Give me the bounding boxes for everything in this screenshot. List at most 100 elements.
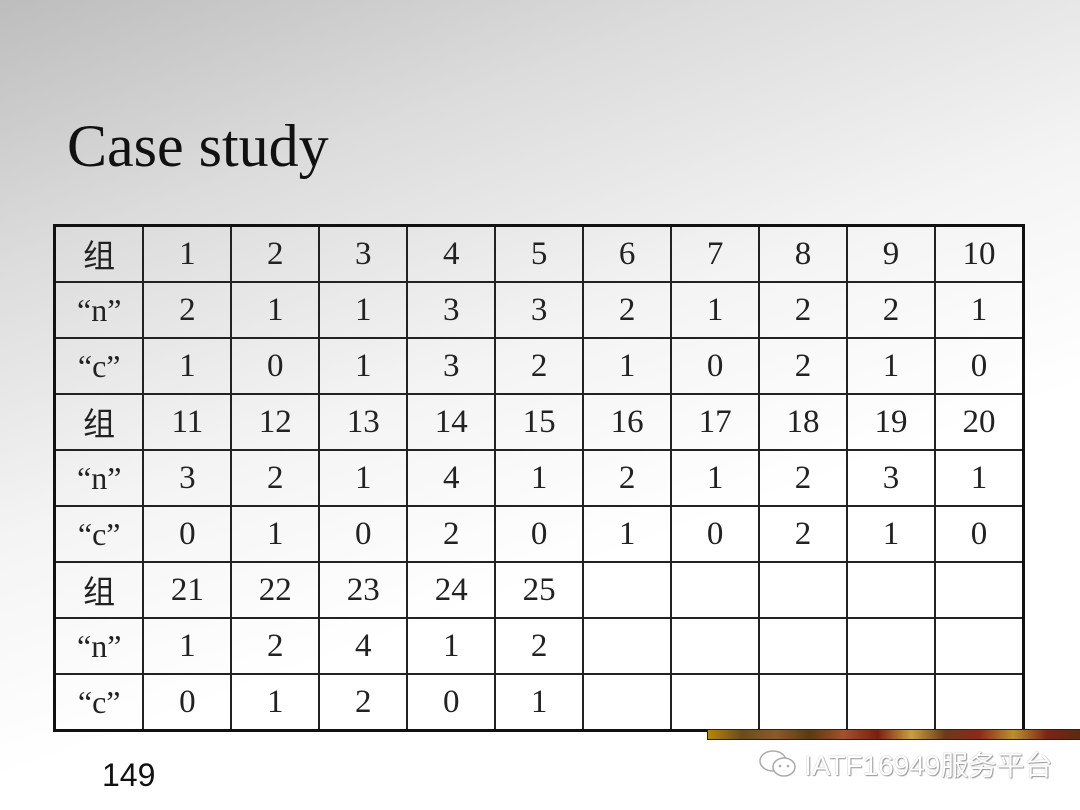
table-cell: 4: [406, 224, 497, 283]
table-cell: 4: [406, 449, 497, 507]
table-cell: 1: [933, 281, 1025, 339]
wechat-icon: [759, 750, 796, 777]
table-cell: 18: [758, 393, 848, 451]
table-cell: 1: [670, 281, 761, 339]
table-cell: 1: [318, 337, 409, 395]
table-cell: 13: [318, 393, 409, 451]
table-row: 组 11 12 13 14 15 16 17 18 19 20: [53, 393, 1025, 451]
table-row: “c” 0 1 0 2 0 1 0 2 1 0: [53, 505, 1025, 563]
table-cell: 19: [846, 393, 936, 451]
row-label: “n”: [53, 281, 145, 339]
table-cell: 2: [494, 617, 585, 675]
page-number: 149: [102, 757, 156, 793]
table-cell: 4: [318, 617, 409, 675]
table-row: “n” 3 2 1 4 1 2 1 2 3 1: [53, 449, 1025, 507]
row-label: “c”: [53, 505, 145, 563]
table-cell: 20: [933, 393, 1025, 451]
table-cell: 11: [142, 393, 233, 451]
data-table: 组 1 2 3 4 5 6 7 8 9 10 “n” 2 1 1 3 3 2 1 2 2 1 “c” 1 0 1 3 2 1 0 2 1 0 组 1…: [53, 224, 1025, 732]
table-cell: 1: [933, 449, 1025, 507]
table-cell: 0: [142, 505, 233, 563]
table-cell: 10: [933, 224, 1025, 283]
table-cell: 24: [406, 561, 497, 619]
table-cell: 2: [582, 281, 673, 339]
table-cell: 2: [230, 224, 321, 283]
table-cell: 0: [670, 337, 761, 395]
table-cell: 2: [582, 449, 673, 507]
table-cell: [758, 561, 848, 619]
table-cell: [582, 617, 673, 675]
row-label: “c”: [53, 337, 145, 395]
table-cell: 1: [318, 281, 409, 339]
table-cell: [670, 561, 761, 619]
table-cell: [670, 617, 761, 675]
table-cell: 0: [670, 505, 761, 563]
table-cell: 12: [230, 393, 321, 451]
table-cell: [846, 617, 936, 675]
table-cell: 17: [670, 393, 761, 451]
table-cell: 25: [494, 561, 585, 619]
table-cell: 8: [758, 224, 848, 283]
table-cell: 1: [494, 673, 585, 732]
table-cell: [846, 673, 936, 732]
table-cell: 0: [494, 505, 585, 563]
table-cell: 2: [318, 673, 409, 732]
table-cell: 0: [933, 505, 1025, 563]
table-cell: 15: [494, 393, 585, 451]
table-cell: 1: [142, 337, 233, 395]
table-cell: 3: [318, 224, 409, 283]
table-cell: [582, 561, 673, 619]
table-cell: 0: [142, 673, 233, 732]
table-cell: 2: [230, 617, 321, 675]
table-cell: 3: [142, 449, 233, 507]
table-cell: 1: [142, 617, 233, 675]
table-cell: 23: [318, 561, 409, 619]
table-row: 组 1 2 3 4 5 6 7 8 9 10: [53, 224, 1025, 283]
table-cell: 14: [406, 393, 497, 451]
table-cell: 0: [933, 337, 1025, 395]
table-row: “n” 2 1 1 3 3 2 1 2 2 1: [53, 281, 1025, 339]
table-cell: 3: [406, 337, 497, 395]
table-cell: 1: [230, 281, 321, 339]
table-cell: 9: [846, 224, 936, 283]
table-row: “c” 0 1 2 0 1: [53, 673, 1025, 732]
table-cell: 1: [670, 449, 761, 507]
table-cell: [846, 561, 936, 619]
row-label: “n”: [53, 617, 145, 675]
table-cell: 21: [142, 561, 233, 619]
table-cell: 2: [758, 505, 848, 563]
table-cell: 2: [758, 449, 848, 507]
table-cell: 1: [230, 673, 321, 732]
table-cell: 2: [406, 505, 497, 563]
table-row: “n” 1 2 4 1 2: [53, 617, 1025, 675]
table-cell: 3: [494, 281, 585, 339]
table-cell: 2: [230, 449, 321, 507]
table-cell: 6: [582, 224, 673, 283]
table-cell: 3: [846, 449, 936, 507]
table-cell: 2: [846, 281, 936, 339]
table-cell: 3: [406, 281, 497, 339]
table-row: 组 21 22 23 24 25: [53, 561, 1025, 619]
table-cell: [933, 617, 1025, 675]
table-cell: [933, 673, 1025, 732]
table-cell: 1: [582, 337, 673, 395]
table-cell: 1: [230, 505, 321, 563]
table-cell: 2: [758, 337, 848, 395]
table-cell: [758, 673, 848, 732]
watermark: IATF16949服务平台: [758, 744, 1052, 784]
watermark-text: IATF16949服务平台: [804, 750, 1053, 781]
table-cell: 1: [846, 337, 936, 395]
table-cell: 2: [142, 281, 233, 339]
row-label: 组: [53, 393, 145, 451]
table-cell: 2: [758, 281, 848, 339]
table-cell: [758, 617, 848, 675]
table-cell: 5: [494, 224, 585, 283]
table-cell: 7: [670, 224, 761, 283]
row-label: 组: [53, 561, 145, 619]
slide-title: Case study: [67, 113, 329, 179]
table-cell: 1: [142, 224, 233, 283]
row-label: 组: [53, 224, 145, 283]
table-cell: 1: [318, 449, 409, 507]
table-cell: 22: [230, 561, 321, 619]
decorative-bar: [707, 729, 1080, 740]
